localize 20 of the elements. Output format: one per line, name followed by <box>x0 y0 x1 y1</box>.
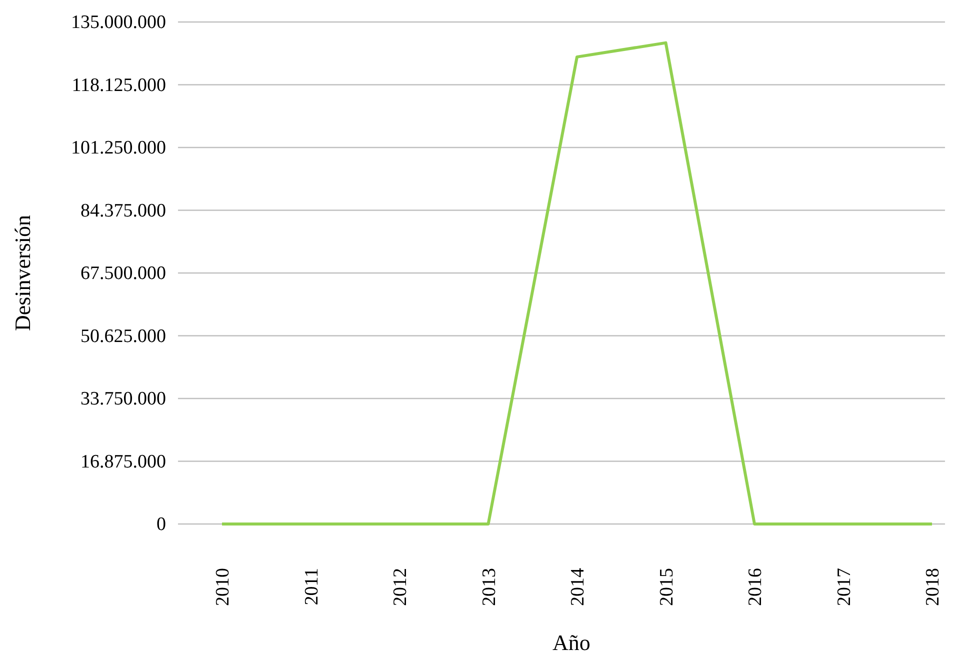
x-tick-label: 2012 <box>390 568 412 606</box>
y-tick-label: 33.750.000 <box>80 388 166 410</box>
x-tick-label: 2014 <box>568 568 589 606</box>
x-tick-label: 2011 <box>301 568 322 606</box>
y-tick-label: 0 <box>156 514 166 536</box>
x-axis-title: Año <box>552 630 590 655</box>
x-tick-label: 2017 <box>834 568 855 606</box>
y-tick-label: 118.125.000 <box>72 74 166 96</box>
y-axis-title: Desinversión <box>10 214 35 332</box>
y-tick-label: 84.375.000 <box>80 200 166 222</box>
y-tick-label: 16.875.000 <box>80 451 166 472</box>
x-tick-label: 2013 <box>478 568 500 606</box>
y-tick-label: 101.250.000 <box>71 138 166 159</box>
y-tick-label: 67.500.000 <box>80 263 166 284</box>
y-tick-label: 135.000.000 <box>71 12 166 34</box>
x-tick-label: 2016 <box>745 568 766 606</box>
x-tick-label: 2015 <box>656 568 678 606</box>
x-tick-label: 2018 <box>922 568 944 606</box>
y-tick-label: 50.625.000 <box>80 326 166 347</box>
x-tick-label: 2010 <box>212 568 234 606</box>
